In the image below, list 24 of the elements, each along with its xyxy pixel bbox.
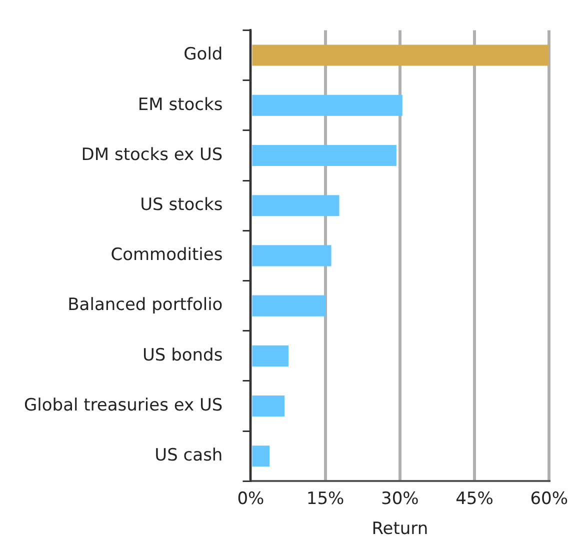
bar — [252, 245, 332, 266]
y-tick-label: US bonds — [142, 345, 223, 366]
bar — [252, 345, 289, 366]
y-tick-label: Gold — [184, 44, 223, 65]
bar — [252, 396, 285, 417]
x-tick-label: 15% — [306, 488, 344, 509]
bar — [252, 144, 396, 166]
bar — [252, 44, 550, 66]
x-tick-label: 30% — [381, 488, 419, 509]
bar — [252, 195, 340, 216]
x-axis-title: Return — [372, 519, 428, 540]
x-tick-label: 45% — [456, 488, 494, 509]
bar — [252, 446, 270, 467]
y-tick-label: DM stocks ex US — [81, 144, 223, 165]
y-tick-label: Global treasuries ex US — [24, 395, 223, 416]
bar — [252, 295, 326, 316]
x-tick-label: 60% — [530, 488, 568, 509]
y-tick-label: Commodities — [110, 245, 223, 266]
y-tick-label: EM stocks — [138, 94, 223, 115]
x-tick-label: 0% — [237, 488, 264, 509]
bar — [252, 94, 402, 116]
y-tick-label: Balanced portfolio — [68, 295, 223, 316]
y-tick-label: US cash — [154, 446, 223, 466]
y-tick-label: US stocks — [140, 195, 223, 216]
